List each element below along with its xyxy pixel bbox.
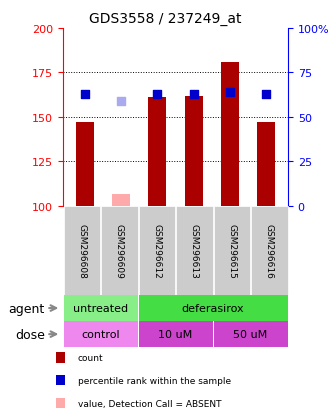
Bar <box>148 98 166 206</box>
Text: GSM296609: GSM296609 <box>115 223 124 278</box>
Text: 50 uM: 50 uM <box>233 329 267 339</box>
Point <box>227 90 233 96</box>
Text: GSM296615: GSM296615 <box>227 223 236 278</box>
Text: control: control <box>81 329 120 339</box>
Point <box>155 91 160 98</box>
Bar <box>221 63 239 206</box>
Bar <box>112 194 130 206</box>
Point <box>191 91 196 98</box>
Text: count: count <box>78 353 103 362</box>
Text: GSM296608: GSM296608 <box>77 223 86 278</box>
Text: percentile rank within the sample: percentile rank within the sample <box>78 376 231 385</box>
Text: deferasirox: deferasirox <box>182 303 244 313</box>
Text: 10 uM: 10 uM <box>158 329 193 339</box>
Point <box>263 91 269 98</box>
Point <box>118 98 123 105</box>
Text: GSM296612: GSM296612 <box>152 223 161 278</box>
Text: dose: dose <box>15 328 45 341</box>
Bar <box>75 123 94 206</box>
Bar <box>184 96 203 206</box>
Text: value, Detection Call = ABSENT: value, Detection Call = ABSENT <box>78 399 221 408</box>
Point <box>82 91 87 98</box>
Text: agent: agent <box>8 302 45 315</box>
Bar <box>257 123 275 206</box>
Text: GSM296616: GSM296616 <box>265 223 274 278</box>
Text: GSM296613: GSM296613 <box>190 223 199 278</box>
Text: untreated: untreated <box>73 303 128 313</box>
Text: GDS3558 / 237249_at: GDS3558 / 237249_at <box>89 12 242 26</box>
